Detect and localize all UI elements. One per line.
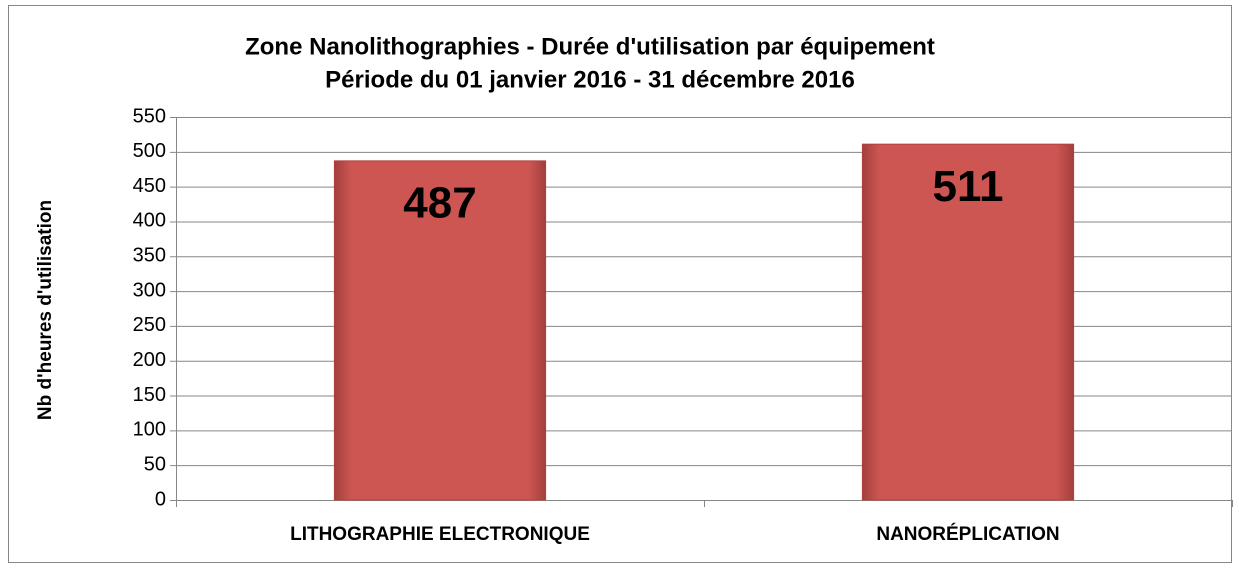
y-tick-label: 150 [133, 384, 166, 406]
y-tick-label: 350 [133, 245, 166, 267]
data-label: 487 [403, 178, 476, 227]
chart-subtitle: Période du 01 janvier 2016 - 31 décembre… [325, 66, 855, 93]
y-tick-label: 200 [133, 349, 166, 371]
x-tick-label: NANORÉPLICATION [876, 523, 1059, 545]
x-tick-label: LITHOGRAPHIE ELECTRONIQUE [290, 524, 590, 545]
y-tick-label: 550 [133, 105, 166, 127]
y-tick-label: 500 [133, 140, 166, 162]
bar [861, 143, 1075, 501]
data-label: 511 [933, 162, 1004, 211]
y-tick-label: 400 [133, 210, 166, 232]
y-tick-label: 50 [144, 453, 166, 475]
y-tick-label: 450 [133, 175, 166, 197]
y-tick-label: 100 [133, 419, 166, 441]
chart-title: Zone Nanolithographies - Durée d'utilisa… [245, 33, 935, 60]
y-tick-label: 300 [133, 279, 166, 301]
bar [333, 160, 547, 501]
y-tick-label: 0 [155, 488, 166, 510]
y-tick-label: 250 [133, 314, 166, 336]
y-axis-label: Nb d'heures d'utilisation [35, 200, 56, 420]
